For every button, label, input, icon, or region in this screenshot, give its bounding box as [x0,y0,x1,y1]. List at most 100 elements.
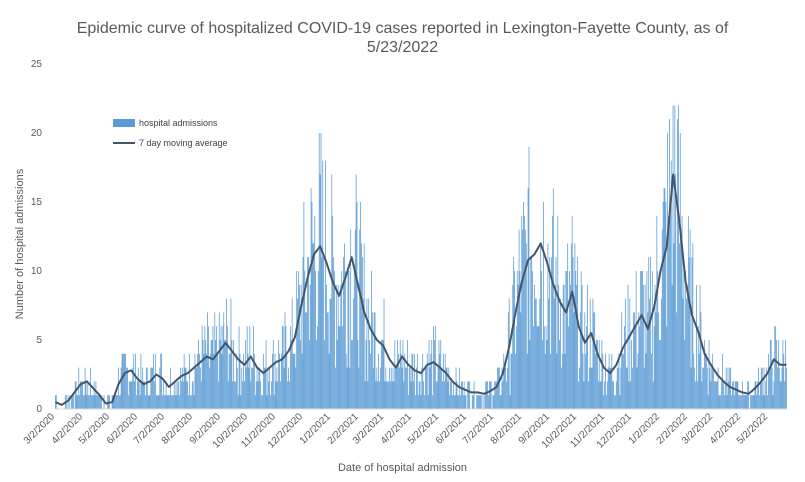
admission-bar [254,395,256,409]
admission-bar [627,284,629,409]
admission-bar [442,381,443,409]
admission-bar [759,381,761,409]
admission-bar [274,353,276,409]
admission-bar [552,215,553,409]
admission-bar [641,271,642,409]
admission-bar [352,340,353,409]
admission-bar [122,353,124,409]
admission-bar [448,367,450,409]
admission-bar [549,257,551,409]
admission-bar [279,353,280,409]
admission-bar [380,367,381,409]
admission-bar [534,284,535,409]
admission-bar [433,326,434,409]
admission-bar [116,395,117,409]
admission-bar [522,229,524,409]
admission-bar [298,271,299,409]
admission-bar [450,381,452,409]
admission-bar [385,367,387,409]
admission-bar [221,353,223,409]
admission-bar [471,395,473,409]
admission-bar [524,215,525,409]
admission-bar [577,257,578,409]
admission-bar [671,284,673,409]
admission-bar [517,284,519,409]
admission-bar [782,340,784,409]
admission-bar [226,298,227,409]
admission-bar [661,229,663,409]
admission-bar [559,340,560,409]
admission-bar [518,229,520,409]
admission-bar [133,353,135,409]
admission-bar [615,395,616,409]
admission-bar [198,340,199,409]
admission-bar [573,312,575,409]
admission-bar [291,298,293,409]
admission-bar [756,395,758,409]
admission-bar [726,395,728,409]
admission-bar [197,353,199,409]
admission-bar [702,367,704,409]
admission-bar [388,381,389,409]
moving-average-group [55,173,787,406]
admission-bar [412,353,414,409]
admission-bar [635,271,637,409]
admission-bar [359,229,361,409]
admission-bar [642,271,643,409]
admission-bar [85,381,87,409]
admission-bar [118,367,119,409]
admission-bar [768,353,769,409]
admission-bar [724,381,726,409]
admission-bar [742,395,744,409]
admission-bar [172,395,173,409]
admission-bar [721,381,723,409]
admission-bar [403,381,405,409]
admission-bar [168,395,170,409]
admission-bar [192,381,194,409]
admission-bar [288,367,289,409]
admission-bar [569,271,570,409]
admission-bar [208,326,209,409]
admission-bar [538,326,540,409]
admission-bar [751,395,753,409]
admission-bar [355,174,357,409]
admission-bar [430,353,432,409]
admission-bar [651,353,652,409]
y-tick-label: 20 [31,128,43,139]
admission-bar [321,257,323,409]
admission-bar [88,395,90,409]
admission-bar [732,381,733,409]
admission-bar [762,395,764,409]
admission-bar [69,395,71,409]
admission-bar [727,367,729,409]
admission-bar [190,395,191,409]
admission-bar [499,395,501,409]
admission-bar [312,243,314,409]
admission-bar [384,381,386,409]
admission-bar [181,381,182,409]
admission-bar [214,312,216,409]
admission-bar [563,284,565,409]
admission-bar [673,243,675,409]
admission-bar [472,395,474,409]
admission-bar [760,367,762,409]
admission-bar [262,395,263,409]
admission-bar [354,229,356,409]
admission-bar [660,340,661,409]
admission-bar [376,367,378,409]
admission-bar [568,326,569,409]
admission-bar [739,395,741,409]
admission-bar [575,271,577,409]
admission-bar [379,381,380,409]
admission-bar [289,381,290,409]
admission-bar [656,215,658,409]
admission-bar [629,298,631,409]
admission-bar [398,353,399,409]
admission-bar [786,367,787,409]
admission-bar [351,340,352,409]
admission-bar [400,353,402,409]
admission-bar [526,353,528,409]
admission-bar [761,367,763,409]
admission-bar [704,340,705,409]
admission-bar [778,340,779,409]
